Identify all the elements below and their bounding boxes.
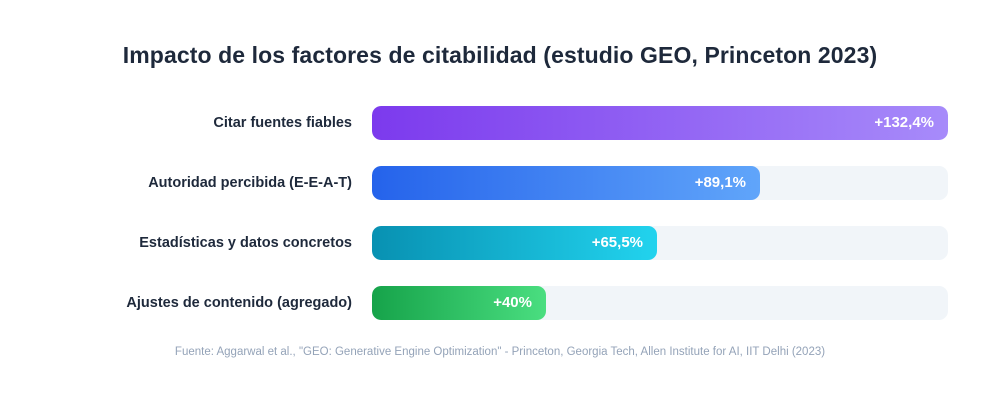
value-label: +89,1% [694,174,746,191]
bar-track: +40% [372,286,948,320]
bar: +132,4% [372,106,948,140]
bar-track: +132,4% [372,106,948,140]
bar-track: +89,1% [372,166,948,200]
bar: +40% [372,286,546,320]
category-label: Estadísticas y datos concretos [139,235,352,251]
bar: +65,5% [372,226,657,260]
bar-row: Autoridad percibida (E-E-A-T) +89,1% [0,166,1000,200]
value-label: +65,5% [591,234,643,251]
category-label: Citar fuentes fiables [213,115,352,131]
bar-row: Ajustes de contenido (agregado) +40% [0,286,1000,320]
bar: +89,1% [372,166,760,200]
source-note: Fuente: Aggarwal et al., "GEO: Generativ… [174,346,826,358]
value-label: +132,4% [874,114,934,131]
bar-row: Estadísticas y datos concretos +65,5% [0,226,1000,260]
bar-row: Citar fuentes fiables +132,4% [0,106,1000,140]
bar-track: +65,5% [372,226,948,260]
value-label: +40% [493,294,532,311]
category-label: Autoridad percibida (E-E-A-T) [148,175,352,191]
category-label: Ajustes de contenido (agregado) [126,295,352,311]
chart-title: Impacto de los factores de citabilidad (… [122,42,878,68]
